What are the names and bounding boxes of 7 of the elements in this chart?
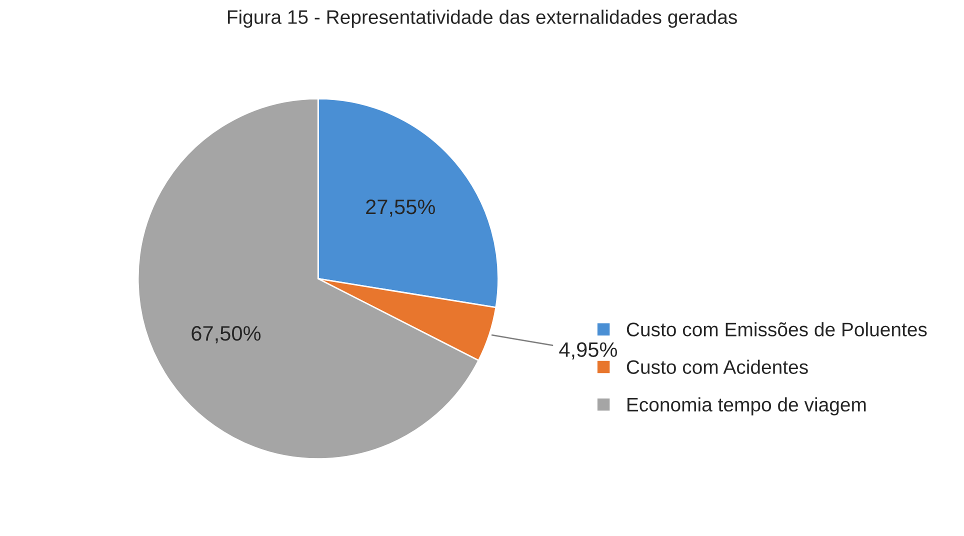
legend-label: Custo com Emissões de Poluentes xyxy=(626,322,927,336)
data-label: 4,95% xyxy=(559,342,618,360)
data-label: 67,50% xyxy=(192,326,261,344)
chart-title: Figura 15 - Representatividade das externalidades geradas xyxy=(228,10,737,28)
data-label: 27,55% xyxy=(366,200,435,217)
legend-label: Economia tempo de viagem xyxy=(628,397,866,416)
legend-label: Custo com Acidentes xyxy=(626,360,808,374)
